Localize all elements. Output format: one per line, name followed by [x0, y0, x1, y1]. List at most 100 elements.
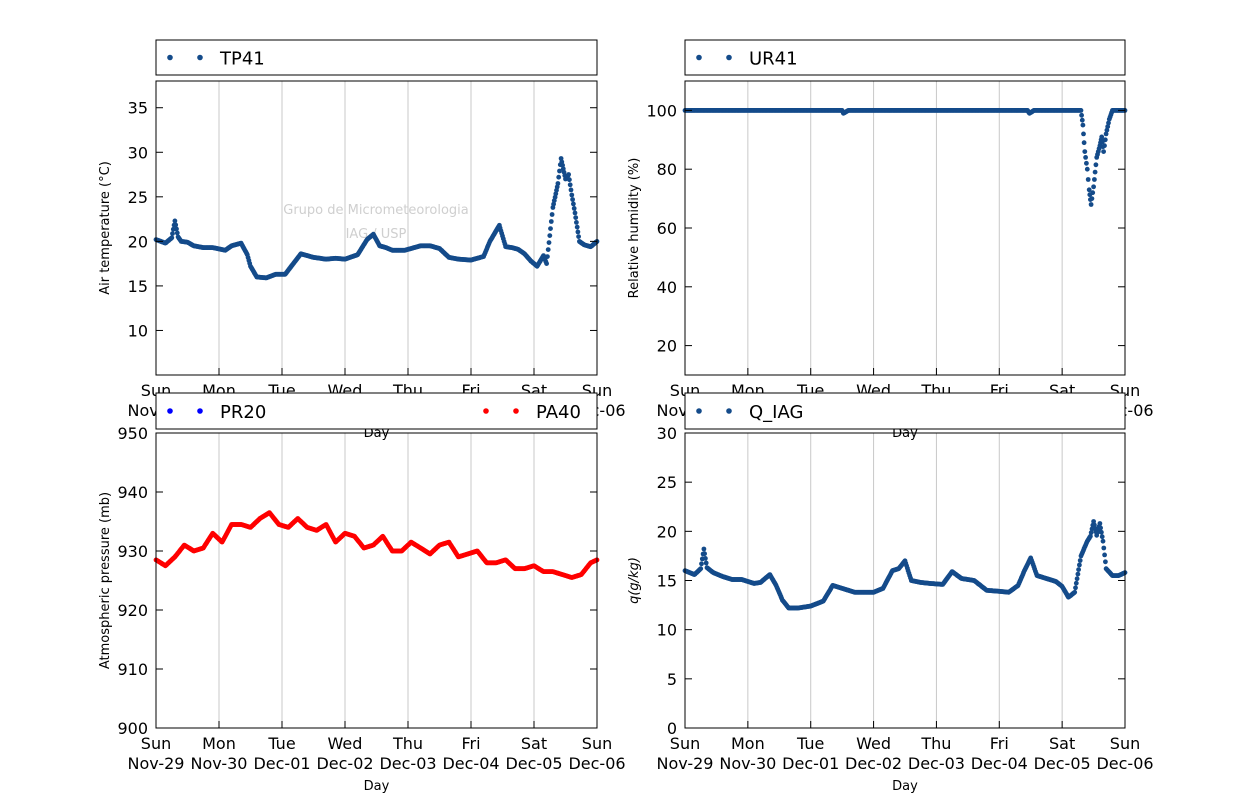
data-point	[170, 231, 175, 237]
y-tick-label: 40	[657, 278, 677, 297]
legend-marker	[483, 408, 489, 414]
x-tick-date-label: Dec-01	[253, 754, 310, 773]
data-point	[544, 261, 549, 266]
data-point	[575, 229, 581, 235]
legend-box	[155, 392, 598, 430]
data-point	[568, 187, 574, 193]
data-point	[547, 233, 553, 239]
data-point	[566, 172, 571, 177]
data-point	[1106, 120, 1111, 126]
x-tick-day-label: Tue	[267, 734, 295, 753]
data-point	[174, 226, 179, 232]
data-point	[571, 206, 577, 211]
x-tick-date-label: Dec-03	[908, 754, 965, 773]
data-point	[567, 182, 573, 188]
legend-marker	[726, 54, 732, 61]
y-axis-label: Air temperature (°C)	[98, 161, 113, 295]
x-tick-date-label: Dec-04	[971, 754, 1028, 773]
data-point	[1092, 177, 1097, 182]
y-tick-label: 10	[128, 321, 148, 340]
x-tick-date-label: Nov-30	[719, 754, 776, 773]
data-point	[1099, 534, 1105, 540]
x-tick-date-label: Nov-29	[657, 754, 714, 773]
data-point	[1081, 131, 1086, 137]
data-point	[1091, 184, 1096, 190]
data-point	[555, 181, 561, 186]
data-points	[682, 108, 1128, 207]
legend-box	[155, 39, 598, 76]
y-tick-label: 80	[657, 160, 677, 179]
legend-marker	[726, 408, 732, 414]
y-tick-label: 10	[657, 621, 677, 640]
x-tick-date-label: Dec-04	[442, 754, 499, 773]
legend-label: PA40	[536, 402, 581, 423]
data-point	[1103, 131, 1109, 137]
y-tick-label: 5	[667, 670, 677, 689]
y-tick-label: 15	[657, 572, 677, 591]
data-point	[1100, 538, 1106, 544]
legend-marker	[167, 54, 173, 61]
data-point	[1075, 571, 1081, 577]
legend-marker	[197, 54, 203, 61]
y-tick-label: 35	[128, 99, 148, 118]
y-tick-label: 20	[128, 232, 148, 251]
data-point	[1088, 530, 1094, 535]
data-point	[569, 192, 575, 198]
y-tick-label: 15	[128, 277, 148, 296]
x-tick-day-label: Wed	[328, 734, 363, 753]
data-point	[173, 222, 179, 228]
y-tick-label: 950	[117, 424, 148, 443]
data-point	[1077, 562, 1082, 568]
legend-label: Q_IAG	[749, 402, 803, 423]
data-point	[556, 174, 562, 180]
data-point	[1085, 177, 1091, 182]
data-point	[1084, 166, 1090, 172]
data-point	[703, 556, 708, 561]
legend: TP41	[155, 39, 598, 76]
data-point	[1102, 137, 1108, 143]
data-point	[545, 254, 550, 259]
data-point	[1101, 545, 1107, 551]
y-axis-label: Atmospheric pressure (mb)	[98, 492, 113, 669]
data-point	[546, 240, 552, 246]
legend-box	[684, 39, 1126, 76]
y-axis-label: Relative humidity (%)	[627, 158, 642, 299]
legend-label: TP41	[219, 49, 265, 70]
y-tick-label: 30	[128, 143, 148, 162]
x-axis-label: Day	[892, 779, 918, 794]
y-tick-label: 60	[657, 219, 677, 238]
data-point	[1073, 585, 1078, 591]
legend: PR20 PA40	[155, 392, 598, 430]
data-point	[549, 212, 555, 217]
x-tick-day-label: Tue	[796, 734, 824, 753]
data-point	[1104, 127, 1110, 133]
watermark-line1: Grupo de Micrometeorologia	[283, 203, 469, 218]
y-axis-label: q(g/kg)	[627, 557, 642, 604]
y-tick-label: 20	[657, 337, 677, 356]
data-point	[548, 226, 553, 232]
x-tick-date-label: Dec-05	[505, 754, 562, 773]
x-tick-day-label: Wed	[856, 734, 891, 753]
data-point	[699, 561, 704, 567]
data-point	[1073, 580, 1079, 586]
data-point	[1079, 117, 1085, 123]
data-point	[1102, 143, 1107, 149]
data-point	[1079, 112, 1084, 118]
data-point	[567, 177, 572, 183]
data-point	[1077, 558, 1083, 563]
x-tick-day-label: Thu	[920, 734, 951, 753]
data-point	[573, 215, 579, 221]
data-point	[572, 210, 578, 216]
data-point	[1086, 187, 1092, 193]
legend-marker	[167, 408, 173, 414]
data-point	[1101, 149, 1106, 155]
x-tick-date-label: Dec-02	[316, 754, 373, 773]
data-points	[153, 510, 600, 580]
data-point	[702, 551, 707, 557]
data-point	[570, 197, 575, 202]
x-tick-date-label: Nov-29	[128, 754, 185, 773]
data-point	[576, 234, 581, 240]
x-tick-date-label: Dec-06	[568, 754, 625, 773]
legend: Q_IAG	[684, 392, 1126, 430]
y-tick-label: 940	[117, 483, 148, 502]
